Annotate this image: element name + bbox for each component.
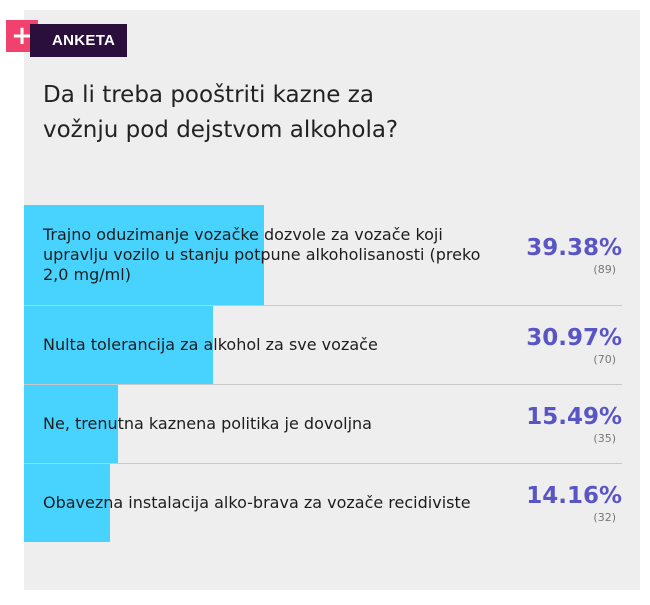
badge-label: ANKETA bbox=[30, 24, 128, 57]
poll-question: Da li treba pooštriti kazne za vožnju po… bbox=[43, 82, 399, 143]
option-count: (35) bbox=[593, 431, 616, 445]
option-label: Obavezna instalacija alko-brava za vozač… bbox=[43, 493, 471, 512]
poll-option[interactable]: Obavezna instalacija alko-brava za vozač… bbox=[24, 464, 622, 542]
result-bar bbox=[24, 306, 213, 384]
option-count: (89) bbox=[593, 262, 616, 276]
poll-option[interactable]: Ne, trenutna kaznena politika je dovoljn… bbox=[24, 385, 622, 464]
option-result: 14.16% (32) bbox=[512, 464, 622, 542]
poll-option[interactable]: Nulta tolerancija za alkohol za sve voza… bbox=[24, 306, 622, 385]
result-bar bbox=[24, 205, 264, 305]
option-percent: 14.16% bbox=[526, 482, 622, 509]
option-result: 15.49% (35) bbox=[512, 385, 622, 463]
option-percent: 15.49% bbox=[526, 403, 622, 430]
option-percent: 39.38% bbox=[526, 234, 622, 261]
option-count: (32) bbox=[593, 510, 616, 524]
option-result: 30.97% (70) bbox=[512, 306, 622, 384]
option-count: (70) bbox=[593, 352, 616, 366]
option-label: Nulta tolerancija za alkohol za sve voza… bbox=[43, 335, 378, 354]
option-label: Trajno oduzimanje vozačke dozvole za voz… bbox=[43, 225, 481, 284]
option-result: 39.38% (89) bbox=[512, 205, 622, 305]
poll-badge: + ANKETA bbox=[6, 20, 128, 57]
option-label: Ne, trenutna kaznena politika je dovoljn… bbox=[43, 414, 372, 433]
result-bar bbox=[24, 385, 118, 463]
poll-options: Trajno oduzimanje vozačke dozvole za voz… bbox=[24, 205, 622, 542]
poll-option[interactable]: Trajno oduzimanje vozačke dozvole za voz… bbox=[24, 205, 622, 306]
result-bar bbox=[24, 464, 110, 542]
option-percent: 30.97% bbox=[526, 324, 622, 351]
